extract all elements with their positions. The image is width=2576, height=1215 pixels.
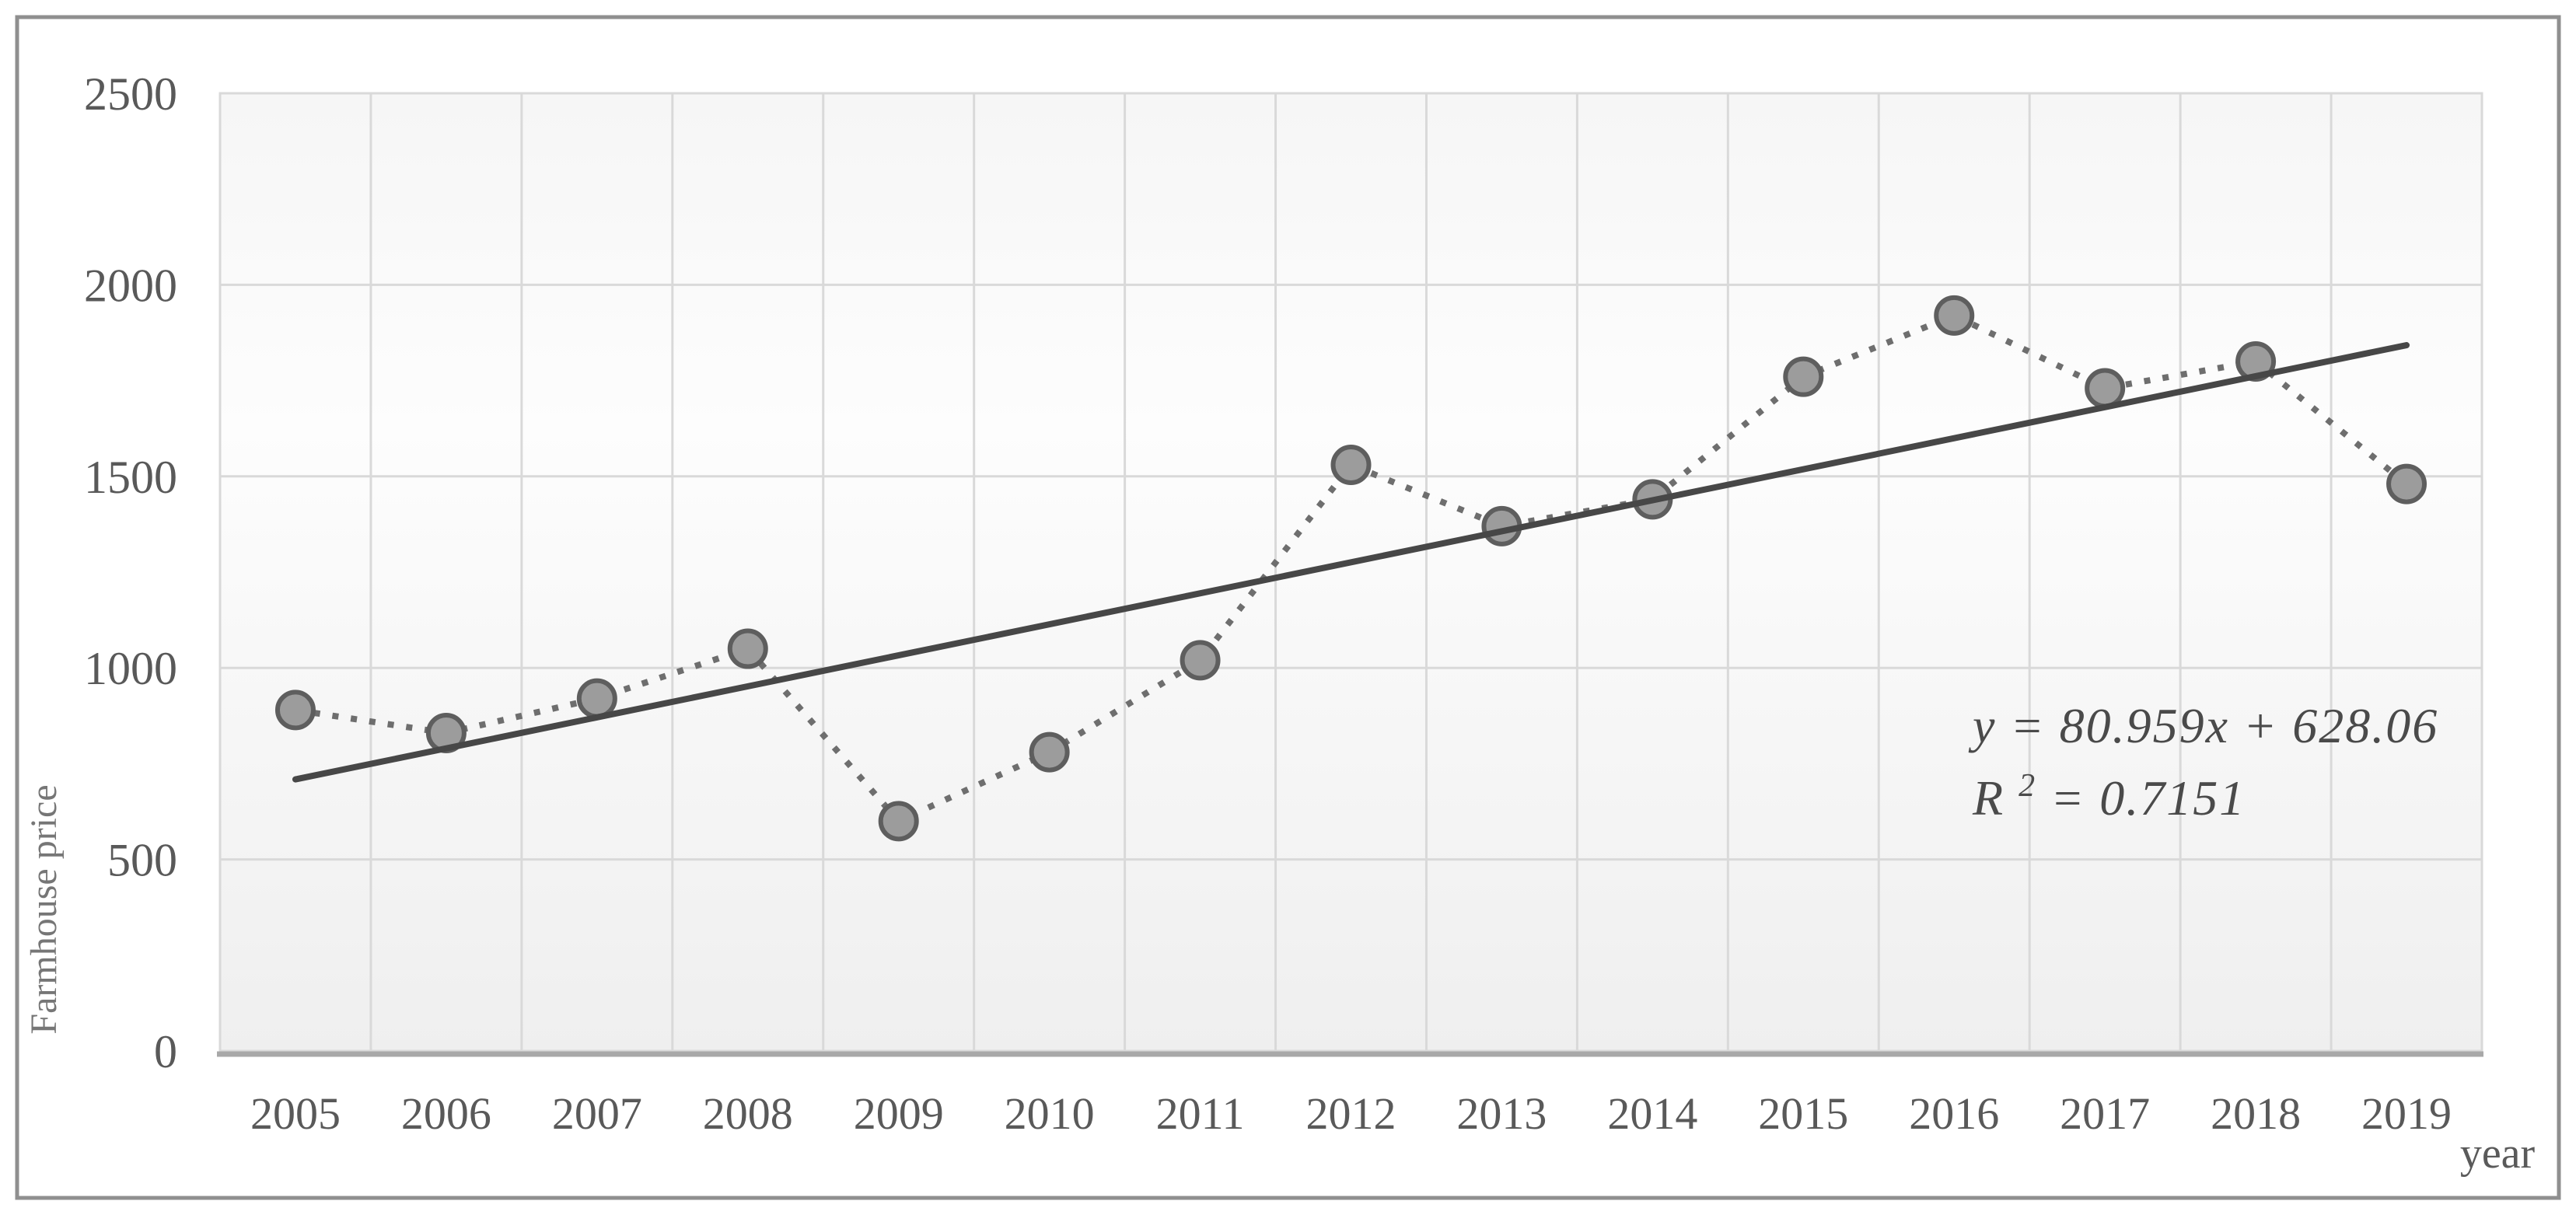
y-axis-title: Farmhouse price (23, 784, 65, 1034)
r-squared-superscript: 2 (2019, 768, 2036, 804)
x-axis-tick-labels: 2005 2006 2007 2008 2009 2010 2011 2012 2013 2014… (250, 1088, 2452, 1139)
data-point-2008 (727, 628, 768, 669)
price-series-line (295, 312, 2409, 825)
data-point-2015 (1783, 356, 1824, 397)
data-point-2019 (2386, 463, 2427, 505)
y-tick-label-500: 500 (107, 835, 177, 886)
x-tick-label-2008: 2008 (703, 1088, 793, 1139)
r-squared-label: R 2 = 0.7151 (1972, 752, 2246, 826)
trendline (292, 342, 2410, 783)
r-squared-value: = 0.7151 (2050, 770, 2246, 826)
data-point-2010 (1029, 731, 1070, 773)
x-tick-label-2005: 2005 (250, 1088, 341, 1139)
data-point-2009 (878, 801, 919, 842)
y-tick-label-2000: 2000 (84, 260, 177, 311)
x-tick-label-2018: 2018 (2211, 1088, 2301, 1139)
y-tick-label-2500: 2500 (84, 68, 177, 120)
x-tick-label-2015: 2015 (1758, 1088, 1848, 1139)
price-series (274, 295, 2427, 842)
x-tick-label-2012: 2012 (1306, 1088, 1396, 1139)
plot-area (218, 92, 2483, 1053)
y-axis-tick-labels: 0 500 1000 1500 2000 2500 (84, 68, 177, 1077)
data-point-2017 (2085, 368, 2126, 409)
x-tick-label-2007: 2007 (552, 1088, 642, 1139)
x-tick-label-2013: 2013 (1456, 1088, 1547, 1139)
data-point-2005 (274, 690, 316, 731)
x-tick-label-2017: 2017 (2060, 1088, 2150, 1139)
x-axis-title: year (2460, 1129, 2536, 1178)
x-tick-label-2019: 2019 (2361, 1088, 2452, 1139)
r-squared-prefix: R (1972, 770, 2005, 826)
x-tick-label-2006: 2006 (401, 1088, 491, 1139)
y-tick-label-1500: 1500 (84, 452, 177, 503)
data-point-2007 (576, 678, 617, 719)
x-tick-label-2016: 2016 (1909, 1088, 1999, 1139)
x-tick-label-2011: 2011 (1156, 1088, 1245, 1139)
y-tick-label-0: 0 (154, 1026, 177, 1077)
data-point-2011 (1180, 640, 1221, 681)
x-tick-label-2014: 2014 (1607, 1088, 1697, 1139)
x-tick-label-2010: 2010 (1005, 1088, 1095, 1139)
data-point-2012 (1330, 445, 1372, 486)
x-tick-label-2009: 2009 (854, 1088, 944, 1139)
gridlines (218, 92, 2483, 1053)
y-tick-label-1000: 1000 (84, 643, 177, 694)
data-point-2016 (1934, 295, 1975, 336)
trendline-equation: y = 80.959x + 628.06 (1968, 698, 2438, 753)
